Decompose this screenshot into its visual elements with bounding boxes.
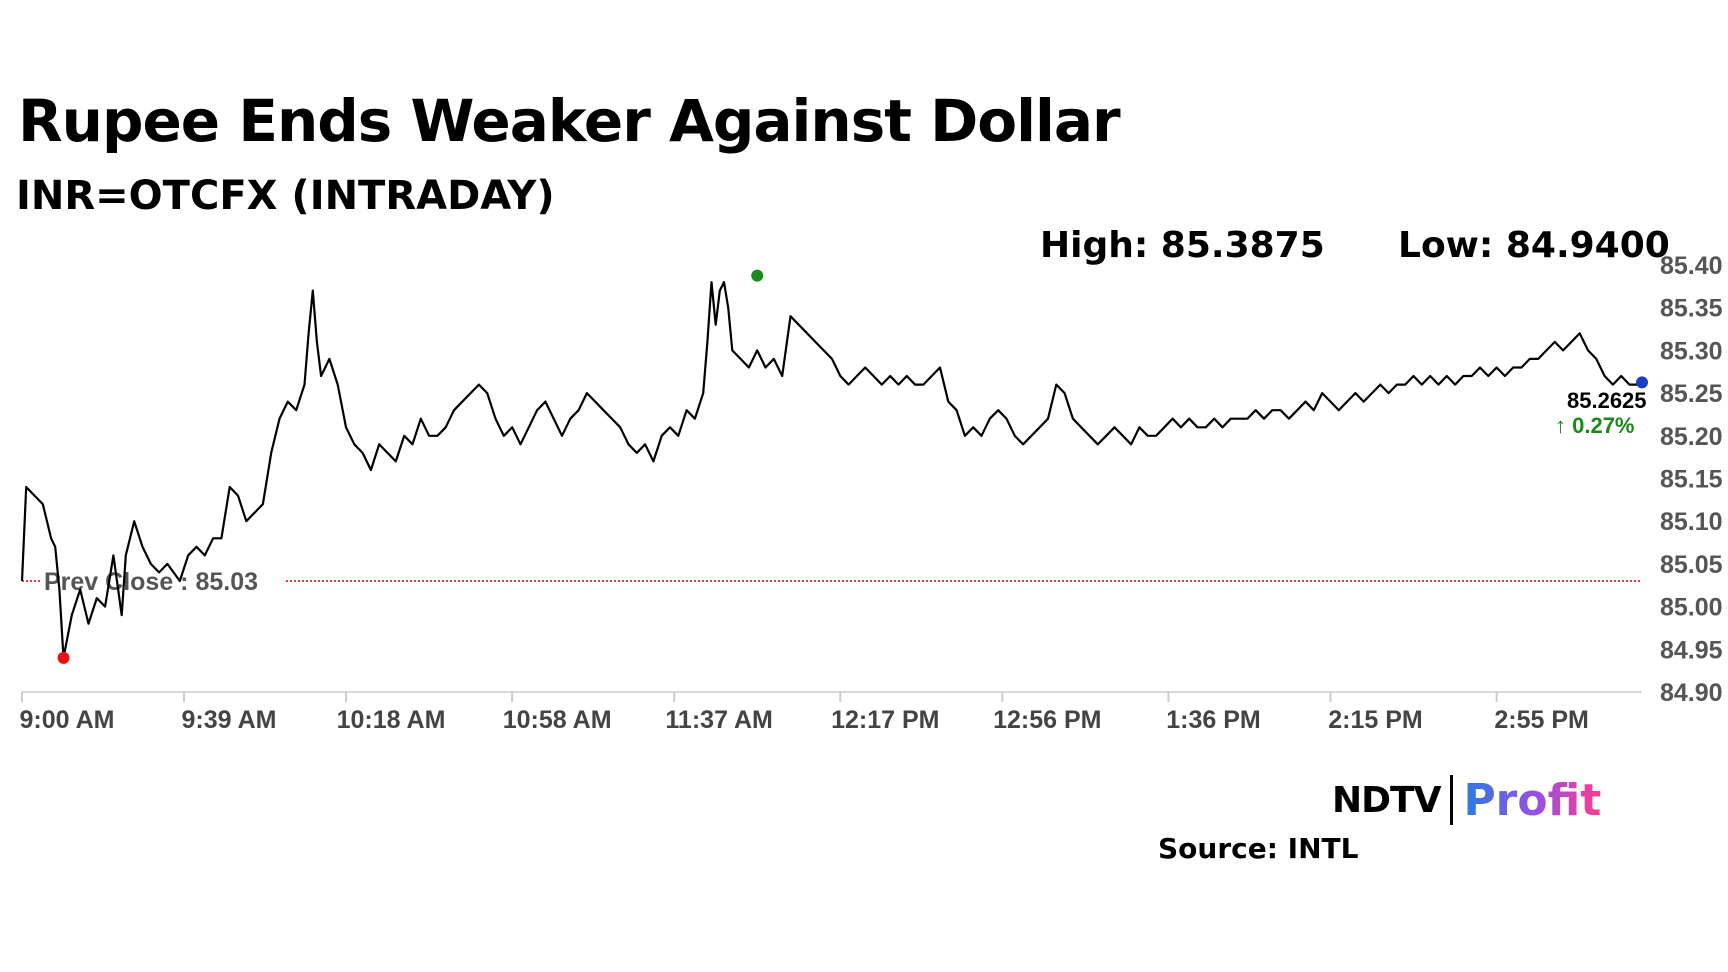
x-tick-label: 10:18 AM <box>337 706 446 734</box>
y-tick-label: 84.95 <box>1660 636 1723 664</box>
low-marker <box>57 651 70 664</box>
y-tick-label: 85.05 <box>1660 551 1723 579</box>
y-tick-label: 85.00 <box>1660 594 1723 622</box>
x-tick-label: 12:17 PM <box>831 706 939 734</box>
x-tick-label: 10:58 AM <box>503 706 612 734</box>
y-tick-label: 84.90 <box>1660 679 1723 707</box>
last-price-label: 85.2625 <box>1567 388 1647 413</box>
x-tick-label: 9:39 AM <box>182 706 277 734</box>
chart-title: Rupee Ends Weaker Against Dollar <box>18 87 1121 155</box>
y-tick-label: 85.10 <box>1660 508 1723 536</box>
y-tick-label: 85.15 <box>1660 466 1723 494</box>
x-tick-label: 9:00 AM <box>20 706 115 734</box>
price-change-label: ↑ 0.27% <box>1555 413 1635 438</box>
low-stat: Low: 84.9400 <box>1398 225 1670 266</box>
brand-logo: NDTV Profit <box>1332 770 1601 830</box>
source-note: Source: INTL <box>1158 832 1359 865</box>
brand-profit-text: Profit <box>1463 774 1602 826</box>
x-tick-label: 11:37 AM <box>665 706 772 734</box>
y-tick-label: 85.40 <box>1660 252 1723 280</box>
x-tick-label: 2:15 PM <box>1328 706 1422 734</box>
last-price-marker <box>1636 376 1648 389</box>
high-stat: High: 85.3875 <box>1040 225 1325 266</box>
prev-close-label: Prev Close : 85.03 <box>44 568 258 596</box>
y-tick-label: 85.20 <box>1660 423 1723 451</box>
high-marker <box>751 269 764 282</box>
brand-ndtv-text: NDTV <box>1332 779 1441 821</box>
x-tick-label: 1:36 PM <box>1166 706 1260 734</box>
brand-separator <box>1450 775 1454 825</box>
y-tick-label: 85.25 <box>1660 380 1723 408</box>
y-tick-label: 85.35 <box>1660 295 1723 323</box>
y-tick-label: 85.30 <box>1660 337 1723 365</box>
chart-subtitle: INR=OTCFX (INTRADAY) <box>16 173 555 219</box>
x-tick-label: 12:56 PM <box>993 706 1101 734</box>
x-tick-label: 2:55 PM <box>1494 706 1588 734</box>
price-series-line <box>20 281 1643 659</box>
